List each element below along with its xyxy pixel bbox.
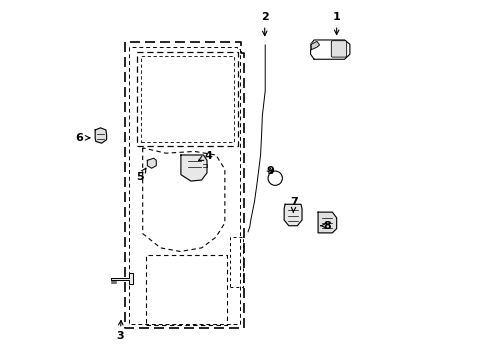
Polygon shape: [317, 212, 336, 233]
Text: 3: 3: [116, 320, 124, 342]
Polygon shape: [284, 204, 302, 226]
Polygon shape: [311, 41, 319, 50]
Text: 5: 5: [136, 168, 145, 182]
Text: 4: 4: [198, 151, 212, 161]
Text: 2: 2: [260, 13, 268, 36]
Polygon shape: [181, 155, 206, 181]
Polygon shape: [310, 40, 349, 59]
Polygon shape: [110, 273, 133, 284]
Text: 7: 7: [289, 197, 297, 213]
Text: 1: 1: [332, 13, 340, 35]
Polygon shape: [147, 158, 156, 168]
Text: 9: 9: [266, 166, 274, 176]
Text: 8: 8: [320, 221, 330, 231]
FancyBboxPatch shape: [331, 41, 346, 57]
Circle shape: [267, 171, 282, 185]
Polygon shape: [95, 128, 106, 143]
Text: 6: 6: [75, 133, 90, 143]
